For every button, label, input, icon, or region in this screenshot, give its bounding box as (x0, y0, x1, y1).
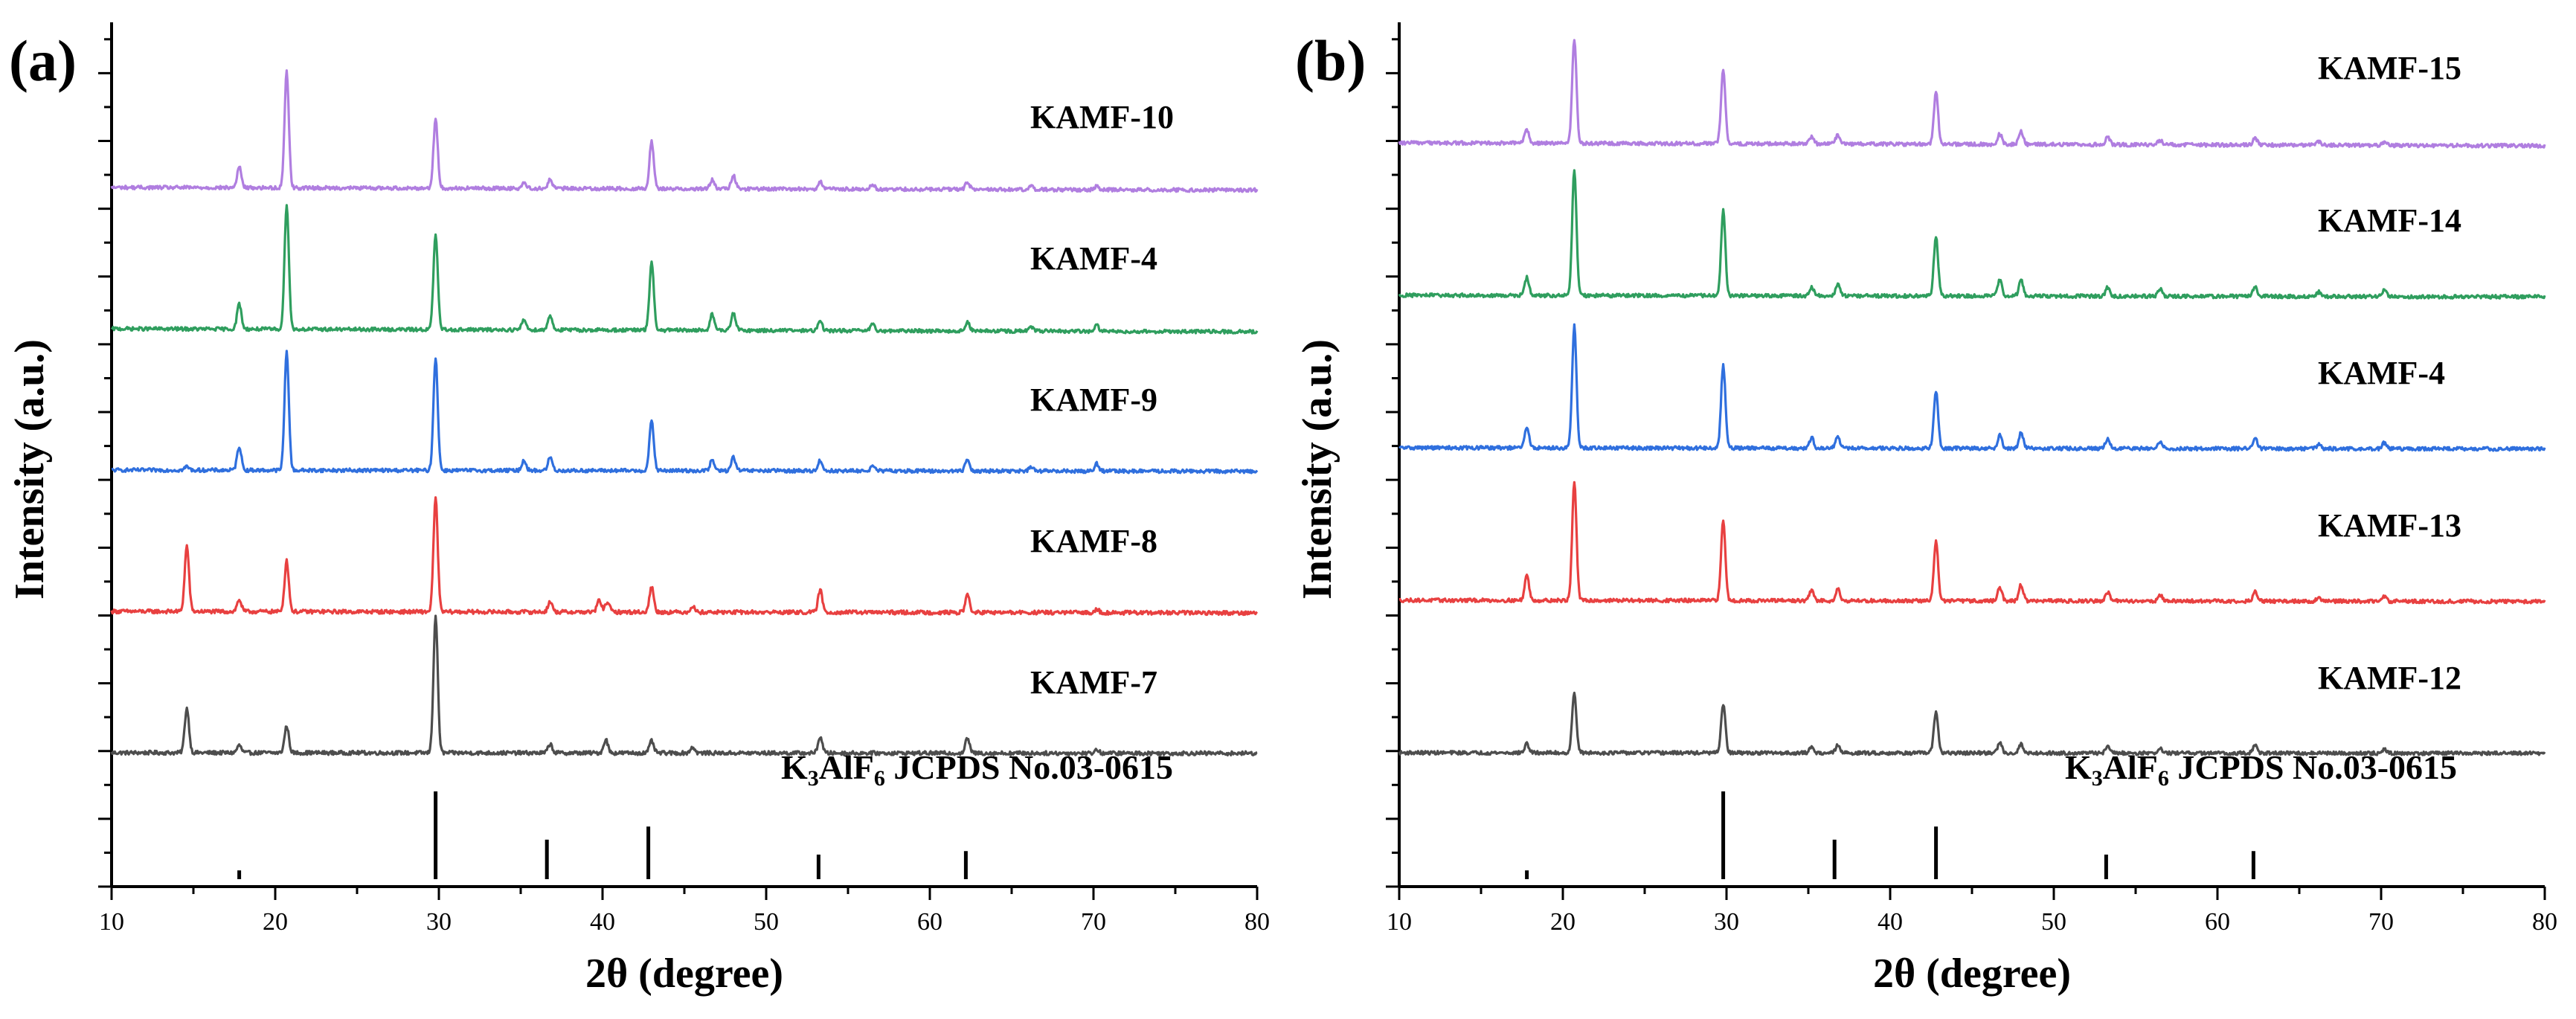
x-tick-label: 70 (1081, 908, 1106, 936)
x-tick-label: 40 (1878, 908, 1903, 936)
series-line-kamf-10 (110, 69, 1259, 193)
reference-label-label-sub1: 3 (2092, 766, 2103, 791)
series-label-kamf-14: KAMF-14 (2318, 202, 2461, 239)
series-line-kamf-15 (1398, 39, 2546, 149)
x-tick-label: 80 (2532, 908, 2557, 936)
panel-a-chart: 10 20 30 40 50 60 70 80 2θ (degree) Intensity (a.… (7, 22, 1270, 997)
series-line-kamf-14 (1398, 169, 2546, 300)
x-tick-label: 10 (1387, 908, 1412, 936)
x-tick-label: 70 (2368, 908, 2394, 936)
x-axis-title: 2θ (degree) (1873, 951, 2071, 997)
x-tick-label: 50 (2041, 908, 2066, 936)
series-label-kamf-12: KAMF-12 (2318, 660, 2461, 696)
x-axis-title: 2θ (degree) (585, 951, 783, 997)
reference-label-label-sub2: 6 (2158, 766, 2169, 791)
series-label-kamf-4: KAMF-4 (2318, 355, 2445, 391)
x-tick-label: 40 (590, 908, 615, 936)
x-tick-label: 80 (1244, 908, 1270, 936)
x-tick-label: 50 (754, 908, 779, 936)
x-tick-label: 30 (1714, 908, 1739, 936)
y-axis-title: Intensity (a.u.) (7, 339, 53, 599)
series-line-kamf-8 (110, 496, 1259, 617)
panel-label: (b) (1295, 28, 1366, 93)
x-tick-label: 60 (917, 908, 942, 936)
panel-label: (a) (9, 28, 77, 93)
x-tick-label: 30 (426, 908, 452, 936)
series-line-kamf-13 (1398, 480, 2546, 605)
series-line-kamf-4 (1398, 323, 2546, 452)
series-line-kamf-7 (110, 614, 1258, 756)
reference-label-label-sub2: 6 (874, 766, 885, 791)
y-axis-title: Intensity (a.u.) (1294, 339, 1340, 599)
series-label-kamf-13: KAMF-13 (2318, 507, 2461, 544)
series-label-kamf-4: KAMF-4 (1030, 240, 1157, 277)
series-label-kamf-15: KAMF-15 (2318, 50, 2461, 86)
series-line-kamf-4 (110, 204, 1259, 335)
x-tick-label: 20 (263, 908, 288, 936)
series-line-kamf-9 (111, 350, 1259, 475)
series-label-kamf-10: KAMF-10 (1030, 99, 1174, 135)
x-tick-label: 60 (2205, 908, 2230, 936)
x-tick-label: 10 (99, 908, 124, 936)
panel-b-chart: 10 20 30 40 50 60 70 80 2θ (degree) Intensity (a.… (1294, 22, 2557, 997)
series-label-kamf-8: KAMF-8 (1030, 523, 1157, 559)
reference-label-label-sub1: 3 (808, 766, 819, 791)
series-label-kamf-9: KAMF-9 (1030, 382, 1157, 418)
series-label-kamf-7: KAMF-7 (1030, 664, 1157, 701)
x-tick-label: 20 (1550, 908, 1576, 936)
series-line-kamf-12 (1398, 691, 2546, 756)
